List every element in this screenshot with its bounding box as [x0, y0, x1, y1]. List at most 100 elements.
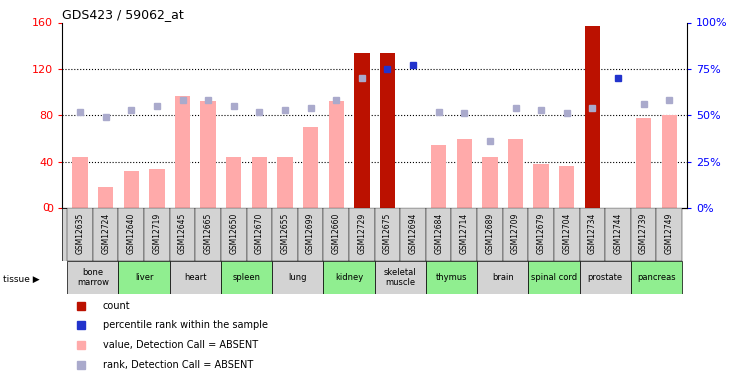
Text: count: count — [103, 301, 130, 311]
Bar — [529, 261, 580, 294]
Text: skeletal
muscle: skeletal muscle — [384, 268, 417, 287]
Text: GSM12640: GSM12640 — [126, 212, 136, 254]
Text: GSM12709: GSM12709 — [511, 212, 520, 254]
Text: prostate: prostate — [588, 273, 623, 282]
Bar — [323, 261, 375, 294]
Bar — [605, 208, 631, 261]
Text: GSM12749: GSM12749 — [664, 212, 674, 254]
Bar — [354, 53, 369, 208]
Bar — [656, 208, 682, 261]
Bar — [631, 261, 682, 294]
Text: GSM12660: GSM12660 — [332, 212, 341, 254]
Bar — [580, 208, 605, 261]
Text: rank, Detection Call = ABSENT: rank, Detection Call = ABSENT — [103, 360, 253, 370]
Text: GSM12739: GSM12739 — [639, 212, 648, 254]
Text: GSM12714: GSM12714 — [460, 212, 469, 254]
Bar — [93, 208, 118, 261]
Bar — [636, 118, 651, 208]
Bar — [585, 26, 600, 208]
Bar — [354, 53, 369, 208]
Text: lung: lung — [289, 273, 307, 282]
Bar — [170, 208, 195, 261]
Bar — [380, 53, 395, 208]
Text: percentile rank within the sample: percentile rank within the sample — [103, 320, 268, 330]
Text: GSM12719: GSM12719 — [152, 212, 162, 254]
Text: GSM12655: GSM12655 — [281, 212, 289, 254]
Text: GSM12650: GSM12650 — [230, 212, 238, 254]
Text: GSM12744: GSM12744 — [613, 212, 623, 254]
Bar — [328, 101, 344, 208]
Bar — [221, 208, 246, 261]
Text: GSM12645: GSM12645 — [178, 212, 187, 254]
Bar — [144, 208, 170, 261]
Bar — [477, 208, 503, 261]
Bar — [554, 208, 580, 261]
Text: GSM12699: GSM12699 — [306, 212, 315, 254]
Bar — [221, 261, 272, 294]
Text: GDS423 / 59062_at: GDS423 / 59062_at — [62, 8, 184, 21]
Text: GSM12729: GSM12729 — [357, 212, 366, 254]
Bar — [124, 171, 139, 208]
Bar — [375, 261, 426, 294]
Text: GSM12694: GSM12694 — [409, 212, 417, 254]
Bar — [98, 187, 113, 208]
Text: thymus: thymus — [436, 273, 467, 282]
Bar — [631, 208, 656, 261]
Text: GSM12684: GSM12684 — [434, 212, 443, 254]
Bar — [118, 208, 144, 261]
Bar — [272, 208, 298, 261]
Text: GSM12670: GSM12670 — [255, 212, 264, 254]
Bar — [251, 157, 267, 208]
Text: brain: brain — [492, 273, 514, 282]
Text: value, Detection Call = ABSENT: value, Detection Call = ABSENT — [103, 340, 258, 350]
Text: 0: 0 — [42, 203, 50, 213]
Text: GSM12635: GSM12635 — [75, 212, 85, 254]
Text: bone
marrow: bone marrow — [77, 268, 109, 287]
Bar — [72, 157, 88, 208]
Bar — [426, 208, 452, 261]
Text: GSM12679: GSM12679 — [537, 212, 545, 254]
Bar — [175, 96, 190, 208]
Bar — [534, 164, 549, 208]
Bar — [149, 169, 164, 208]
Bar — [662, 116, 677, 208]
Bar — [529, 208, 554, 261]
Bar — [482, 157, 498, 208]
Bar — [200, 101, 216, 208]
Text: spinal cord: spinal cord — [531, 273, 577, 282]
Bar — [246, 208, 272, 261]
Bar — [226, 157, 241, 208]
Bar — [67, 261, 118, 294]
Bar — [195, 208, 221, 261]
Bar — [303, 127, 318, 208]
Bar — [503, 208, 529, 261]
Text: GSM12734: GSM12734 — [588, 212, 597, 254]
Text: GSM12689: GSM12689 — [485, 212, 494, 254]
Bar — [375, 208, 401, 261]
Text: GSM12665: GSM12665 — [204, 212, 213, 254]
Bar — [298, 208, 323, 261]
Bar — [585, 164, 600, 208]
Bar — [580, 261, 631, 294]
Bar — [457, 138, 472, 208]
Bar — [426, 261, 477, 294]
Text: kidney: kidney — [335, 273, 363, 282]
Text: tissue ▶: tissue ▶ — [3, 275, 39, 284]
Bar — [559, 166, 575, 208]
Bar — [118, 261, 170, 294]
Text: GSM12724: GSM12724 — [101, 212, 110, 254]
Bar — [67, 208, 93, 261]
Bar — [272, 261, 323, 294]
Bar — [323, 208, 349, 261]
Text: liver: liver — [135, 273, 154, 282]
Bar — [477, 261, 529, 294]
Text: heart: heart — [184, 273, 207, 282]
Bar — [401, 208, 426, 261]
Bar — [277, 157, 292, 208]
Bar — [452, 208, 477, 261]
Text: GSM12704: GSM12704 — [562, 212, 571, 254]
Bar — [431, 146, 447, 208]
Bar — [170, 261, 221, 294]
Bar — [508, 138, 523, 208]
Text: spleen: spleen — [232, 273, 260, 282]
